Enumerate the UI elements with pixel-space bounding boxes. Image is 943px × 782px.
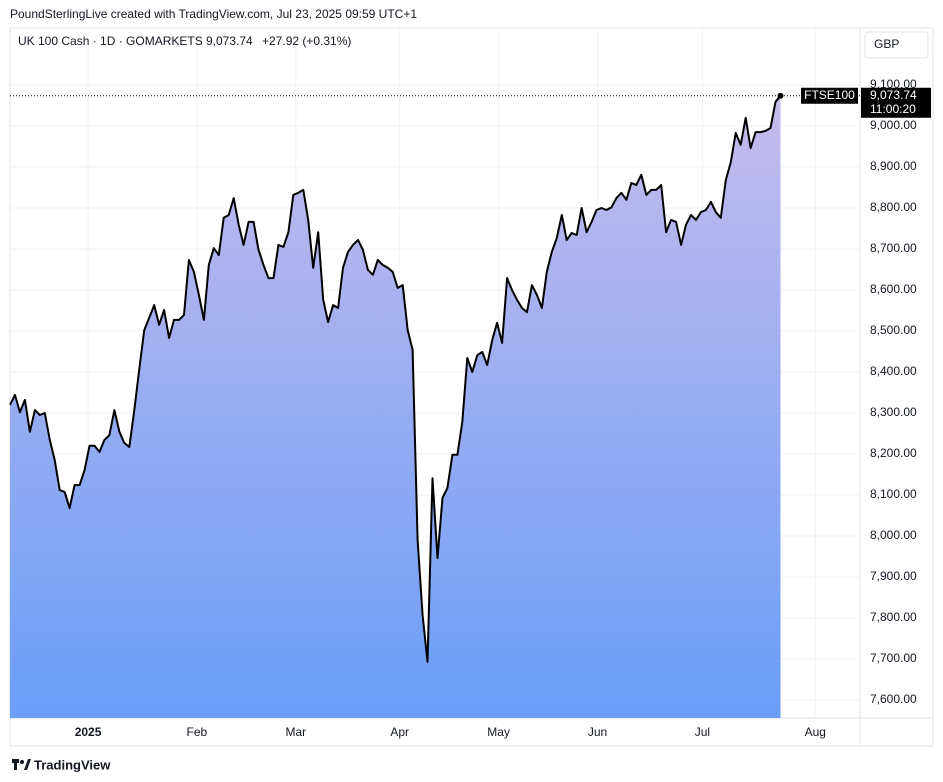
- y-tick-label: 9,000.00: [870, 118, 917, 132]
- plot: [9, 28, 860, 719]
- y-tick-label: 9,100.00: [870, 77, 917, 91]
- y-tick-label: 8,200.00: [870, 446, 917, 460]
- name-tag: [801, 87, 858, 104]
- x-tick-label: 2025: [75, 725, 102, 739]
- y-tick-label: 7,800.00: [870, 610, 917, 624]
- y-tick-label: 7,700.00: [870, 651, 917, 665]
- legend-change: +27.92 (+0.31%): [262, 34, 351, 48]
- currency-button[interactable]: [864, 31, 929, 59]
- credit: PoundSterlingLive created with TradingVi…: [10, 7, 417, 21]
- x-tick-label: Apr: [390, 725, 409, 739]
- area: [10, 95, 781, 719]
- y-tick-label: 8,400.00: [870, 364, 917, 378]
- footer-brand: TradingView: [34, 757, 111, 772]
- tradingview-logo: [12, 759, 31, 770]
- y-tick-label: 8,500.00: [870, 323, 917, 337]
- y-tick-label: 7,600.00: [870, 692, 917, 706]
- y-tick-label: 8,600.00: [870, 282, 917, 296]
- price-tag-countdown: 11:00:20: [870, 102, 916, 116]
- y-tick-label: 8,000.00: [870, 528, 917, 542]
- x-tick-label: Aug: [805, 725, 826, 739]
- price-line: [9, 95, 782, 663]
- y-tick-label: 8,800.00: [870, 200, 917, 214]
- x-tick-label: Jun: [588, 725, 607, 739]
- price-tag: [861, 87, 931, 118]
- legend-price: 9,073.74: [206, 34, 253, 48]
- y-tick-label: 8,700.00: [870, 241, 917, 255]
- y-tick-label: 7,900.00: [870, 569, 917, 583]
- price-tag-value: 9,073.74: [870, 88, 917, 102]
- x-tick-label: Feb: [187, 725, 208, 739]
- name-tag-label: FTSE100: [804, 88, 855, 102]
- x-tick-label: Mar: [285, 725, 306, 739]
- x-tick-label: Jul: [695, 725, 710, 739]
- x-tick-label: May: [487, 725, 510, 739]
- y-tick-label: 8,100.00: [870, 487, 917, 501]
- currency[interactable]: GBP: [874, 37, 899, 51]
- last-point: [777, 92, 784, 99]
- y-tick-label: 8,300.00: [870, 405, 917, 419]
- legend-symbol: UK 100 Cash · 1D · GOMARKETS: [18, 34, 203, 48]
- frame: [9, 27, 934, 747]
- y-tick-label: 8,900.00: [870, 159, 917, 173]
